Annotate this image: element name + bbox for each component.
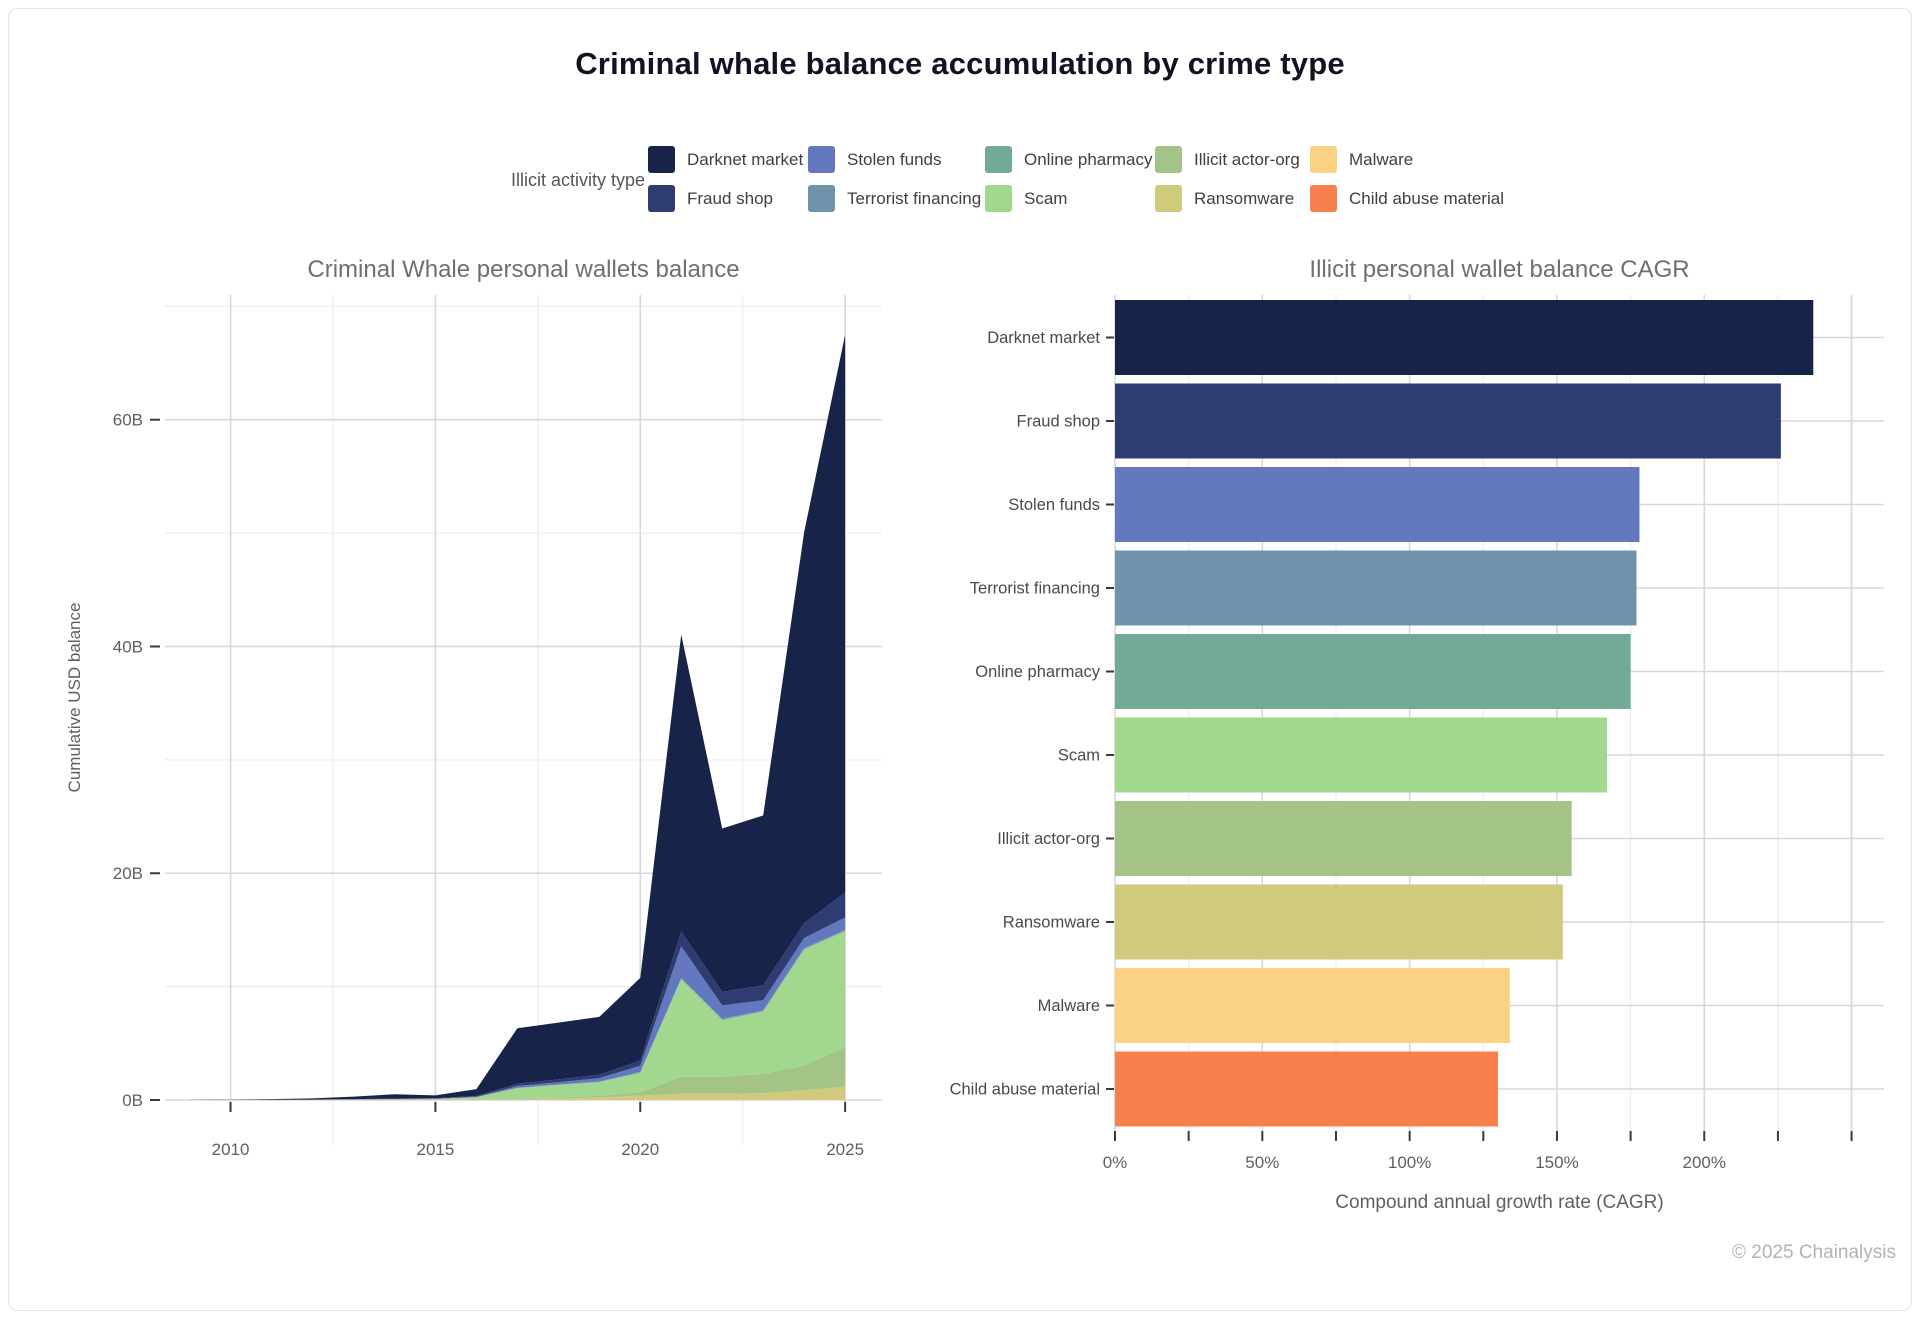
x-tick-label: 2020 <box>621 1140 659 1159</box>
bar-darknet-market <box>1115 300 1814 375</box>
area-chart: 0B 20B 40B 60B 2010 2015 2020 2025 Criminal Whal… <box>65 256 882 1159</box>
legend-label: Malware <box>1349 149 1414 169</box>
category-label: Illicit actor-org <box>997 830 1100 848</box>
legend-label: Child abuse material <box>1349 188 1504 208</box>
legend-item-illicit-actor-org: Illicit actor-org <box>1155 146 1300 173</box>
bar-chart: Darknet market Fraud shop Stolen funds Terr… <box>950 256 1884 1213</box>
legend-item-ransomware: Ransomware <box>1155 185 1294 212</box>
area-series-darknet-market <box>189 334 846 1100</box>
bar-ransomware <box>1115 884 1563 960</box>
legend-swatch <box>1155 146 1182 173</box>
x-axis-title: Compound annual growth rate (CAGR) <box>1335 1192 1663 1213</box>
area-series-fraud-shop <box>189 892 846 1100</box>
x-tick-label: 200% <box>1683 1153 1726 1172</box>
category-label: Online pharmacy <box>975 663 1100 681</box>
x-tick-label: 50% <box>1245 1153 1279 1172</box>
area-series-illicit-actor-org <box>189 1046 846 1100</box>
y-tick-label: 60B <box>113 411 143 430</box>
bar-terrorist-financing <box>1115 550 1637 626</box>
legend-swatch <box>985 146 1012 173</box>
area-series-ransomware <box>189 1086 846 1100</box>
area-series-malware <box>189 1099 846 1100</box>
x-tick-label: 2015 <box>416 1140 454 1159</box>
y-tick-label: 0B <box>122 1091 143 1110</box>
legend-item-fraud-shop: Fraud shop <box>648 185 773 212</box>
category-label: Stolen funds <box>1008 496 1100 514</box>
bar-online-pharmacy <box>1115 634 1631 709</box>
legend-title: Illicit activity type <box>510 170 645 190</box>
bar-fraud-shop <box>1115 383 1781 459</box>
category-label: Fraud shop <box>1017 413 1100 431</box>
y-axis-title: Cumulative USD balance <box>65 603 84 793</box>
legend-item-malware: Malware <box>1310 146 1413 173</box>
x-tick-label: 2010 <box>212 1140 250 1159</box>
legend-swatch <box>648 185 675 212</box>
bar-chart-title: Illicit personal wallet balance CAGR <box>1309 256 1689 283</box>
bar-child-abuse-material <box>1115 1051 1499 1127</box>
bar-illicit-actor-org <box>1115 801 1572 876</box>
category-label: Malware <box>1038 997 1100 1015</box>
category-label: Ransomware <box>1003 914 1100 932</box>
legend-label: Online pharmacy <box>1024 149 1153 169</box>
x-tick-label: 100% <box>1388 1153 1431 1172</box>
legend-label: Darknet market <box>687 149 804 169</box>
area-series-stolen-funds <box>189 917 846 1100</box>
legend-swatch <box>1310 185 1337 212</box>
legend: Illicit activity type Darknet market Frau… <box>0 0 1920 230</box>
area-chart-title: Criminal Whale personal wallets balance <box>307 256 739 283</box>
x-tick-label: 0% <box>1103 1153 1128 1172</box>
y-tick-label: 20B <box>113 864 143 883</box>
legend-label: Scam <box>1024 188 1068 208</box>
copyright-credit: © 2025 Chainalysis <box>1732 1242 1896 1263</box>
legend-item-online-pharmacy: Online pharmacy <box>985 146 1153 173</box>
bar-scam <box>1115 717 1608 793</box>
legend-item-scam: Scam <box>985 185 1067 212</box>
legend-label: Terrorist financing <box>847 188 982 208</box>
y-tick-label: 40B <box>113 637 143 656</box>
legend-swatch <box>1155 185 1182 212</box>
page-title: Criminal whale balance accumulation by c… <box>575 46 1345 81</box>
legend-swatch <box>808 185 835 212</box>
category-label: Child abuse material <box>950 1081 1100 1099</box>
legend-item-darknet-market: Darknet market <box>648 146 803 173</box>
legend-item-stolen-funds: Stolen funds <box>808 146 942 173</box>
legend-label: Ransomware <box>1194 188 1295 208</box>
legend-label: Illicit actor-org <box>1194 149 1300 169</box>
legend-item-child-abuse-material: Child abuse material <box>1310 185 1504 212</box>
legend-label: Stolen funds <box>847 149 942 169</box>
bar-malware <box>1115 968 1510 1043</box>
category-label: Darknet market <box>987 329 1100 347</box>
legend-item-terrorist-financing: Terrorist financing <box>808 185 981 212</box>
area-series-scam <box>189 931 846 1100</box>
bar-stolen-funds <box>1115 467 1640 542</box>
legend-swatch <box>1310 146 1337 173</box>
category-label: Terrorist financing <box>970 580 1100 598</box>
category-label: Scam <box>1058 747 1100 765</box>
legend-swatch <box>808 146 835 173</box>
x-tick-label: 150% <box>1535 1153 1578 1172</box>
legend-swatch <box>985 185 1012 212</box>
x-tick-label: 2025 <box>826 1140 864 1159</box>
legend-label: Fraud shop <box>687 188 773 208</box>
legend-swatch <box>648 146 675 173</box>
